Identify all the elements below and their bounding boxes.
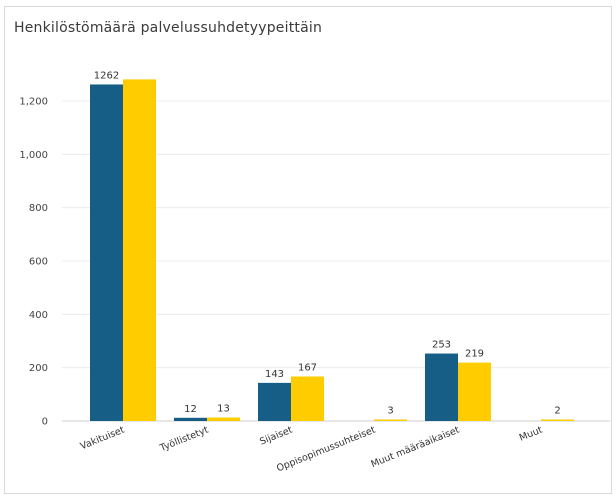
x-tick-label: Sijaiset [258, 424, 294, 447]
bar-series1 [258, 383, 291, 421]
bar-series1 [174, 418, 207, 421]
y-tick-label: 400 [29, 310, 48, 321]
y-tick-label: 1,000 [19, 150, 48, 161]
x-tick-label: Muut määräaikaiset [369, 424, 461, 470]
bar-series2 [291, 376, 324, 421]
data-label: 12 [184, 404, 197, 415]
data-label: 3 [387, 406, 393, 417]
y-tick-label: 0 [42, 417, 48, 428]
x-tick-label: Muut [518, 424, 545, 443]
bar-series2 [374, 420, 407, 422]
data-label: 2 [554, 406, 560, 417]
bar-series2 [458, 363, 491, 421]
bar-series1 [90, 84, 123, 421]
data-label: 253 [432, 340, 451, 351]
y-tick-label: 800 [29, 203, 48, 214]
x-tick-label: Työllistetyt [158, 424, 211, 454]
y-tick-label: 200 [29, 363, 48, 374]
data-label: 13 [217, 404, 230, 415]
data-label: 219 [465, 349, 484, 360]
x-tick-label: Vakituiset [79, 424, 127, 452]
bar-series1 [425, 354, 458, 421]
bar-series2 [541, 420, 574, 422]
data-label: 143 [265, 369, 284, 380]
bar-series2 [123, 79, 156, 421]
data-label: 167 [298, 362, 317, 373]
y-tick-label: 1,200 [19, 97, 48, 108]
data-label: 1262 [94, 70, 119, 81]
bar-series2 [207, 418, 240, 421]
y-tick-label: 600 [29, 257, 48, 268]
